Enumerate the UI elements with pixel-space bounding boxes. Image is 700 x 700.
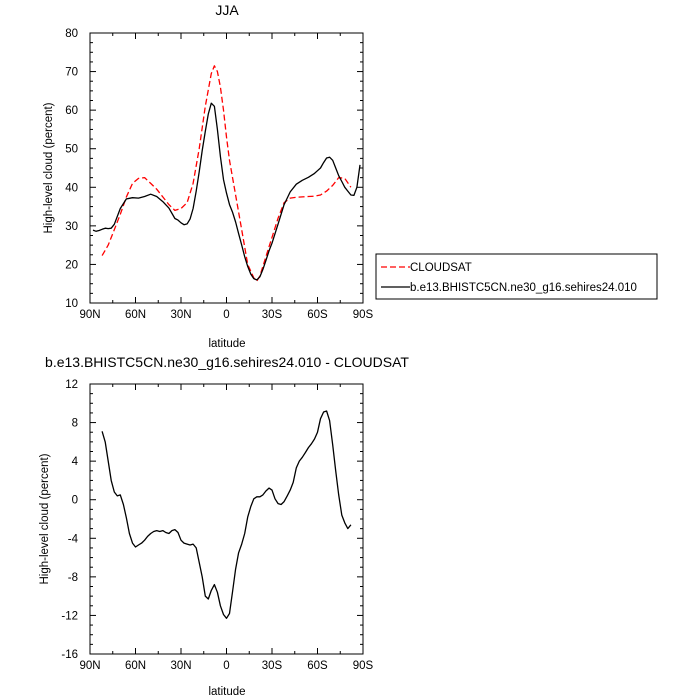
y-tick-label: 8 [72, 418, 78, 430]
x-tick-label: 90N [79, 660, 100, 672]
y-tick-label: 70 [65, 67, 78, 79]
x-tick-label: 60S [307, 309, 328, 321]
x-tick-label: 30N [170, 309, 191, 321]
y-tick-label: 20 [65, 259, 78, 271]
x-tick-label: 90S [353, 309, 374, 321]
series-line-difference [101, 410, 352, 619]
tick-marks [89, 383, 364, 655]
y-tick-label: 50 [65, 144, 78, 156]
y-tick-label: 80 [65, 28, 78, 40]
series-layer [101, 410, 352, 619]
panel-difference: b.e13.BHISTC5CN.ne30_g16.sehires24.010 -… [39, 354, 409, 698]
x-tick-label: 90N [79, 309, 100, 321]
x-tick-label: 30N [170, 660, 191, 672]
x-tick-label: 60N [125, 660, 146, 672]
series-line-cloudsat [101, 65, 352, 282]
panel-jja: JJA 90N 60N 30N 0 30S 60S 90S1020304050607080 … [43, 2, 374, 350]
y-tick-label: 10 [65, 298, 78, 310]
y-tick-label: -16 [61, 649, 78, 661]
y-tick-label: 60 [65, 105, 78, 117]
y-tick-label: -8 [68, 572, 78, 584]
y-tick-label: 12 [65, 379, 78, 391]
y-tick-label: 0 [72, 495, 78, 507]
x-tick-label: 0 [223, 660, 229, 672]
chart-title: JJA [215, 2, 239, 18]
x-tick-label: 60N [125, 309, 146, 321]
legend-label-model: b.e13.BHISTC5CN.ne30_g16.sehires24.010 [410, 282, 637, 294]
x-axis-label: latitude [208, 338, 245, 350]
x-tick-label: 30S [262, 660, 283, 672]
x-tick-label: 90S [353, 660, 374, 672]
plot-frame [89, 383, 364, 655]
tick-marks [89, 32, 364, 304]
y-tick-label: -4 [68, 533, 79, 545]
tick-labels: 90N 60N 30N 0 30S 60S 90S -16 -12 -8 -4 0 4 8 12 [61, 379, 373, 672]
series-line-model [92, 102, 361, 281]
y-tick-label: 40 [65, 182, 78, 194]
y-axis-label: High-level cloud (percent) [39, 453, 51, 584]
legend: CLOUDSAT b.e13.BHISTC5CN.ne30_g16.sehire… [375, 253, 658, 300]
y-axis-label: High-level cloud (percent) [43, 102, 55, 233]
y-tick-label: 30 [65, 221, 78, 233]
chart-title: b.e13.BHISTC5CN.ne30_g16.sehires24.010 -… [45, 354, 409, 370]
x-axis-label: latitude [208, 686, 245, 698]
series-layer [92, 65, 361, 282]
x-tick-label: 0 [223, 309, 229, 321]
x-tick-label: 60S [307, 660, 328, 672]
y-tick-label: -12 [61, 610, 78, 622]
y-tick-label: 4 [72, 456, 79, 468]
x-tick-label: 30S [262, 309, 283, 321]
legend-box [375, 253, 658, 300]
legend-label-cloudsat: CLOUDSAT [410, 262, 472, 274]
tick-labels: 90N 60N 30N 0 30S 60S 90S 10 20 30 40 50 60 70 80 [65, 28, 373, 321]
plot-frame [89, 32, 364, 304]
